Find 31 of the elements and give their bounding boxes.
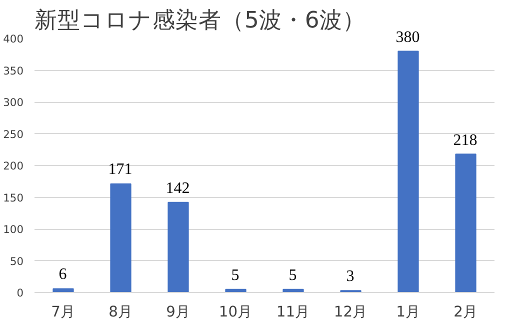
y-tick-label: 50 bbox=[10, 254, 24, 268]
data-label: 380 bbox=[396, 28, 420, 47]
data-label: 3 bbox=[346, 268, 354, 286]
bar bbox=[110, 183, 132, 292]
y-tick-label: 0 bbox=[16, 286, 24, 300]
data-label: 142 bbox=[166, 180, 190, 198]
x-tick-label: 11月 bbox=[276, 304, 310, 320]
y-tick-label: 200 bbox=[3, 160, 24, 172]
y-tick-label: 100 bbox=[3, 223, 24, 236]
x-tick-label: 10月 bbox=[218, 304, 253, 320]
bar bbox=[168, 202, 189, 292]
data-label: 218 bbox=[453, 132, 478, 150]
y-tick-label: 350 bbox=[3, 64, 24, 78]
data-label: 5 bbox=[288, 266, 297, 285]
chart-title: 新型コロナ感染者（5波・6波） bbox=[34, 8, 366, 34]
y-tick-label: 300 bbox=[3, 96, 24, 109]
x-tick-label: 7月 bbox=[51, 304, 76, 320]
x-tick-label: 8月 bbox=[108, 304, 133, 320]
bar bbox=[455, 154, 476, 292]
data-label: 5 bbox=[231, 266, 240, 285]
bar bbox=[52, 288, 74, 292]
y-tick-label: 250 bbox=[3, 128, 24, 141]
data-label: 6 bbox=[58, 266, 67, 284]
x-tick-label: 9月 bbox=[166, 304, 190, 320]
x-tick-label: 12月 bbox=[334, 304, 368, 320]
bar bbox=[398, 50, 419, 292]
x-tick-label: 1月 bbox=[396, 304, 420, 320]
x-tick-label: 2月 bbox=[454, 304, 478, 320]
y-tick-label: 150 bbox=[3, 191, 24, 204]
y-tick-label: 400 bbox=[3, 32, 24, 46]
data-label: 171 bbox=[108, 161, 132, 180]
